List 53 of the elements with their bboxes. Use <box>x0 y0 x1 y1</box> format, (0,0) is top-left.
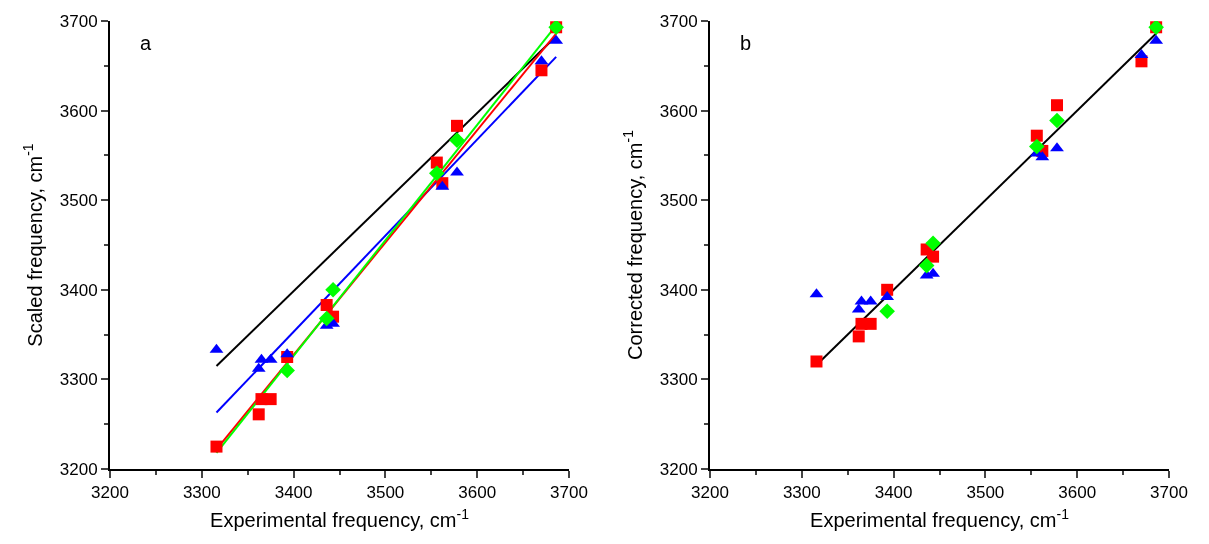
y-tick-label: 3700 <box>659 11 698 31</box>
x-tick-label: 3400 <box>874 483 913 503</box>
point <box>430 156 443 169</box>
y-tick-label: 3300 <box>59 370 98 390</box>
point <box>918 257 935 274</box>
y-tick-label: 3500 <box>659 191 698 211</box>
annotation: b <box>740 32 752 54</box>
point <box>927 250 940 263</box>
point <box>279 362 295 379</box>
point <box>810 355 823 368</box>
y-tick-label: 3700 <box>59 11 98 31</box>
x-tick-label: 3600 <box>1058 483 1097 503</box>
point <box>429 165 445 182</box>
point <box>879 303 895 320</box>
point <box>264 393 277 406</box>
x-tick-label: 3300 <box>782 483 821 503</box>
x-tick-label: 3400 <box>274 483 313 503</box>
point <box>1049 112 1065 129</box>
x-tick-label: 3200 <box>691 483 729 503</box>
x-tick-label: 3700 <box>1150 483 1188 503</box>
x-tick-label: 3300 <box>182 483 221 503</box>
annotation: a <box>140 32 152 54</box>
y-tick-label: 3400 <box>659 280 698 300</box>
point <box>1030 129 1043 142</box>
point <box>318 310 335 327</box>
point <box>449 132 465 148</box>
x-tick-label: 3500 <box>966 483 1005 503</box>
point <box>450 166 464 176</box>
y-tick-label: 3200 <box>59 459 98 479</box>
point <box>852 330 865 343</box>
x-tick-label: 3500 <box>366 483 405 503</box>
point <box>1050 142 1064 152</box>
x-axis-title: Experimental frequency, cm$^{-1}$ <box>810 506 1070 532</box>
y-tick-label: 3600 <box>659 101 698 121</box>
point <box>325 282 341 298</box>
point <box>252 408 265 421</box>
x-axis-title: Experimental frequency, cm$^{-1}$ <box>210 506 470 532</box>
y-tick-label: 3300 <box>659 370 698 390</box>
x-tick-label: 3600 <box>458 483 497 503</box>
x-tick-label: 3200 <box>91 483 129 503</box>
x-tick-label: 3700 <box>550 483 588 503</box>
y-tick-label: 3200 <box>659 459 698 479</box>
point <box>1051 99 1063 112</box>
point <box>1029 138 1045 155</box>
point <box>320 299 333 312</box>
point <box>210 440 223 453</box>
y-tick-label: 3400 <box>59 280 98 300</box>
point <box>864 317 877 330</box>
point <box>451 119 463 132</box>
point <box>925 235 941 252</box>
point <box>535 64 548 77</box>
y-tick-label: 3600 <box>59 101 98 121</box>
y-tick-label: 3500 <box>59 191 98 211</box>
